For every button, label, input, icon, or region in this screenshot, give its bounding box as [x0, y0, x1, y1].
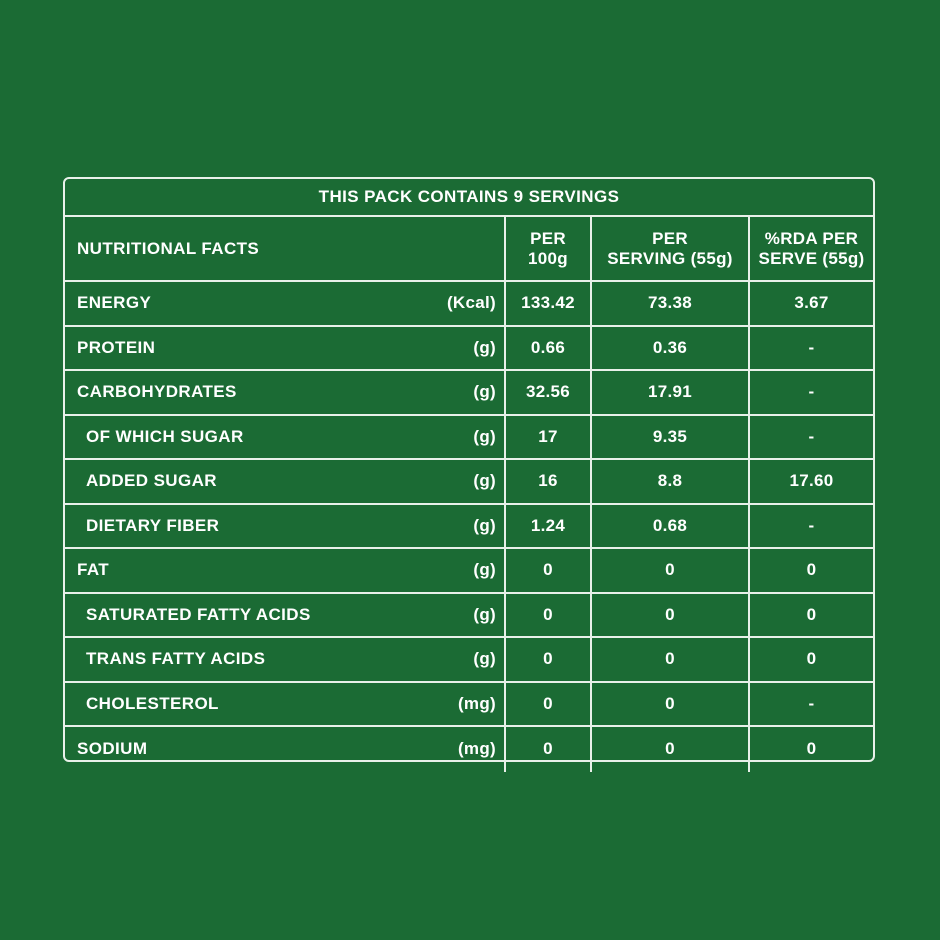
- table-row: CHOLESTEROL (mg) 0 0-: [65, 682, 873, 727]
- value-per-serving: 0.68: [590, 504, 748, 547]
- value-per-serving: 0.36: [590, 326, 748, 369]
- value-per-serving: 0: [590, 638, 748, 681]
- nutrient-unit: (g): [473, 560, 496, 580]
- value-per-100g: 0: [504, 682, 590, 725]
- nutrient-name: PROTEIN: [77, 337, 156, 357]
- header-per-serving: PER SERVING (55g): [590, 217, 748, 280]
- nutrient-unit: (g): [473, 426, 496, 446]
- nutrient-name: FAT: [77, 560, 110, 580]
- value-rda: 17.60: [748, 460, 873, 503]
- table-row: TRANS FATTY ACIDS (g) 0 0 0: [65, 638, 873, 683]
- value-per-100g: 133.42: [504, 282, 590, 325]
- value-per-serving: 8.8: [590, 460, 748, 503]
- table-header-row: NUTRITIONAL FACTS PER 100g PER SERVING (…: [65, 217, 873, 282]
- value-per-serving: 17.91: [590, 371, 748, 414]
- value-rda: -: [748, 415, 873, 458]
- value-rda: 0: [748, 727, 873, 772]
- header-unit-spacer: [419, 217, 504, 280]
- value-per-serving: 0: [590, 682, 748, 725]
- nutrient-unit: (g): [473, 471, 496, 491]
- nutrient-name: SATURATED FATTY ACIDS: [86, 604, 311, 624]
- value-rda: 3.67: [748, 282, 873, 325]
- value-rda: -: [748, 504, 873, 547]
- table-row: DIETARY FIBER (g) 1.24 0.68-: [65, 504, 873, 549]
- nutrition-table: THIS PACK CONTAINS 9 SERVINGS NUTRITIONA…: [63, 177, 875, 772]
- value-per-100g: 0: [504, 593, 590, 636]
- header-per-100g: PER 100g: [504, 217, 590, 280]
- value-per-100g: 1.24: [504, 504, 590, 547]
- nutrient-unit: (g): [473, 337, 496, 357]
- nutrient-name: ADDED SUGAR: [86, 471, 217, 491]
- nutrient-unit: (mg): [457, 739, 496, 759]
- table-row: PROTEIN (g) 0.66 0.36-: [65, 326, 873, 371]
- nutrient-unit: (g): [473, 604, 496, 624]
- value-per-100g: 0: [504, 549, 590, 592]
- table-row: OF WHICH SUGAR (g) 17 9.35-: [65, 415, 873, 460]
- table-row: SATURATED FATTY ACIDS (g) 0 0 0: [65, 593, 873, 638]
- value-per-serving: 73.38: [590, 282, 748, 325]
- nutrient-name: DIETARY FIBER: [86, 515, 220, 535]
- value-per-100g: 0: [504, 638, 590, 681]
- table-row: SODIUM (mg) 0 0 0: [65, 727, 873, 772]
- value-per-100g: 0.66: [504, 326, 590, 369]
- nutrient-name: CARBOHYDRATES: [77, 382, 237, 402]
- nutrient-unit: (mg): [457, 693, 496, 713]
- value-per-serving: 0: [590, 593, 748, 636]
- nutrient-name: TRANS FATTY ACIDS: [86, 649, 266, 669]
- value-rda: 0: [748, 549, 873, 592]
- value-rda: 0: [748, 638, 873, 681]
- nutrient-name: OF WHICH SUGAR: [86, 426, 244, 446]
- table-row: FAT (g) 0 0 0: [65, 549, 873, 594]
- nutrient-name: SODIUM: [77, 739, 148, 759]
- value-per-100g: 17: [504, 415, 590, 458]
- value-rda: -: [748, 326, 873, 369]
- nutrient-unit: (g): [473, 382, 496, 402]
- value-rda: -: [748, 682, 873, 725]
- value-per-100g: 16: [504, 460, 590, 503]
- servings-title: THIS PACK CONTAINS 9 SERVINGS: [65, 179, 873, 217]
- nutrient-name: CHOLESTEROL: [86, 693, 219, 713]
- table-row: CARBOHYDRATES (g) 32.56 17.91-: [65, 371, 873, 416]
- header-rda: %RDA PER SERVE (55g): [748, 217, 873, 280]
- nutrient-unit: (Kcal): [446, 293, 496, 313]
- nutrient-name: ENERGY: [77, 293, 152, 313]
- value-per-100g: 0: [504, 727, 590, 772]
- value-per-100g: 32.56: [504, 371, 590, 414]
- table-row: ENERGY (Kcal) 133.42 73.38 3.67: [65, 282, 873, 327]
- nutrient-unit: (g): [473, 515, 496, 535]
- value-per-serving: 0: [590, 549, 748, 592]
- header-nutritional-facts: NUTRITIONAL FACTS: [77, 238, 260, 258]
- table-body: ENERGY (Kcal) 133.42 73.38 3.67 PROTEIN (g) 0.6…: [65, 282, 873, 772]
- value-rda: 0: [748, 593, 873, 636]
- value-per-serving: 0: [590, 727, 748, 772]
- table-row: ADDED SUGAR (g) 16 8.8 17.60: [65, 460, 873, 505]
- value-rda: -: [748, 371, 873, 414]
- value-per-serving: 9.35: [590, 415, 748, 458]
- nutrient-unit: (g): [473, 649, 496, 669]
